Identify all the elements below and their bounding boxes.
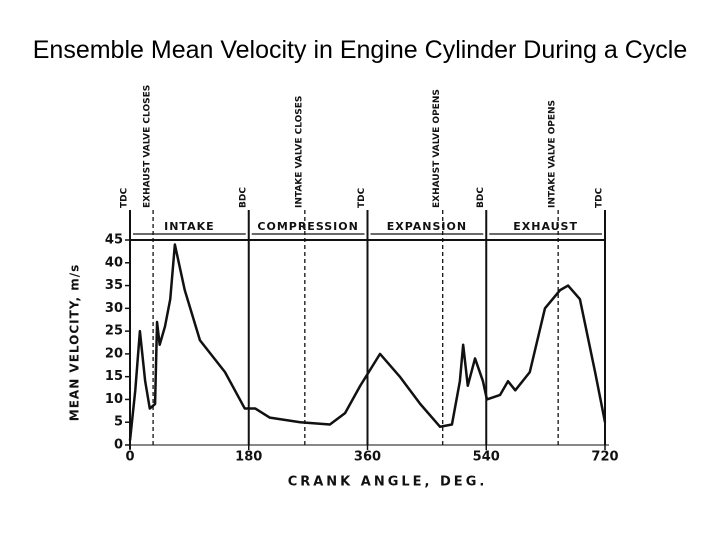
phase-label: EXHAUST [513,220,578,233]
event-label: INTAKE VALVE CLOSES [294,96,304,208]
event-label: TDC [595,187,605,208]
x-tick-label: 180 [235,450,262,465]
x-axis-label: CRANK ANGLE, DEG. [288,475,488,490]
y-tick-label: 40 [105,255,123,270]
x-tick-label: 540 [473,450,500,465]
y-tick-label: 30 [105,301,123,316]
x-tick-label: 720 [591,450,618,465]
y-tick-label: 20 [105,346,123,361]
x-tick-label: 0 [125,450,134,465]
phase-label: EXPANSION [387,220,467,233]
y-tick-label: 0 [114,438,123,453]
event-label: EXHAUST VALVE CLOSES [143,85,153,208]
y-axis-label: MEAN VELOCITY, m/s [68,264,82,421]
event-label: BDC [238,187,248,208]
y-tick-label: 10 [105,392,123,407]
event-label: TDC [120,187,130,208]
event-label: EXHAUST VALVE OPENS [432,89,442,208]
y-tick-label: 5 [114,415,123,430]
event-label: INTAKE VALVE OPENS [548,100,558,208]
phase-label: COMPRESSION [257,220,358,233]
x-tick-label: 360 [354,450,381,465]
event-label: TDC [357,187,367,208]
phase-label: INTAKE [164,220,215,233]
chart-title: Ensemble Mean Velocity in Engine Cylinde… [32,36,688,64]
y-tick-label: 25 [105,324,123,339]
velocity-line [128,243,607,441]
y-tick-label: 15 [105,369,123,384]
y-tick-label: 35 [105,278,123,293]
event-label: BDC [476,187,486,208]
y-tick-label: 45 [105,233,123,248]
